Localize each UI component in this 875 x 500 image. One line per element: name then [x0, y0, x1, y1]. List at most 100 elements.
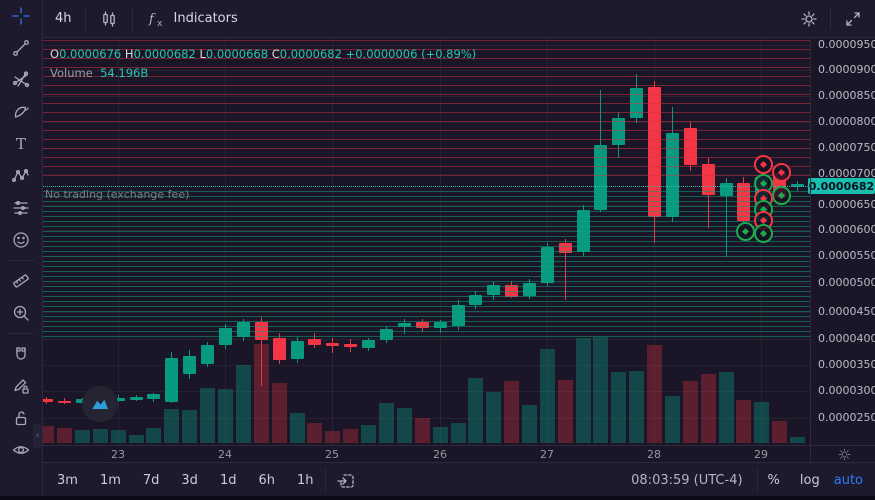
volume-bar [701, 374, 716, 443]
emoji-icon [13, 232, 29, 248]
volume-bar [325, 431, 340, 443]
tool-lock-all[interactable] [0, 402, 42, 434]
range-button-1d[interactable]: 1d [219, 472, 237, 488]
last-price-tag: 0.0000682 [808, 178, 875, 194]
sun-icon [838, 448, 850, 461]
time-axis-label: 28 [647, 448, 661, 461]
volume-bar [468, 378, 483, 443]
buy-order-line [42, 216, 810, 217]
trend-line-icon [13, 40, 29, 56]
candle-body [487, 285, 500, 296]
range-button-3m[interactable]: 3m [57, 472, 78, 488]
chart-style-button[interactable] [86, 0, 132, 37]
sidebar-collapse-handle[interactable]: ‹ [33, 424, 42, 448]
price-gridline [42, 418, 810, 419]
volume-bar [93, 429, 108, 443]
tool-xabcd-pattern[interactable] [0, 160, 42, 192]
candle-body [326, 342, 339, 347]
tool-forecast[interactable] [0, 192, 42, 224]
ohlc-legend: O0.0000676 H0.0000682 L0.0000668 C0.0000… [50, 47, 476, 61]
toolbar-divider [324, 469, 326, 491]
candle-body [630, 88, 643, 118]
volume-bar [254, 344, 269, 443]
price-axis-label: 0.0000550 [818, 249, 875, 262]
volume-bar [647, 345, 662, 443]
range-button-1h[interactable]: 1h [296, 472, 314, 488]
time-axis-label: 29 [754, 448, 768, 461]
chart-plot[interactable]: O0.0000676 H0.0000682 L0.0000668 C0.0000… [42, 37, 810, 445]
price-axis-label: 0.0000800 [818, 115, 875, 128]
volume-bar [200, 388, 215, 443]
volume-bar [736, 400, 751, 443]
buy-order-line [42, 331, 810, 332]
volume-bar [42, 426, 54, 443]
tool-trend-line[interactable] [0, 32, 42, 64]
sell-marker [753, 154, 773, 174]
time-axis-label: 25 [325, 448, 339, 461]
range-button-3d[interactable]: 3d [181, 472, 198, 488]
time-axis-label: 24 [218, 448, 232, 461]
sell-order-line [42, 112, 810, 113]
tool-brush[interactable] [0, 96, 42, 128]
fullscreen-button[interactable] [831, 0, 875, 37]
time-axis[interactable]: 23 24 25 26 27 28 29 [42, 445, 875, 463]
settings-button[interactable] [788, 0, 830, 37]
sell-order-line [42, 58, 810, 59]
buy-marker [735, 221, 755, 241]
price-gridline [42, 70, 810, 71]
range-button-7d[interactable]: 7d [142, 472, 160, 488]
tool-hide-all[interactable] [0, 434, 42, 466]
candle-body [58, 400, 71, 404]
candle-body [291, 340, 304, 360]
buy-order-line [42, 316, 810, 317]
tool-ruler[interactable] [0, 265, 42, 297]
buy-marker [771, 185, 791, 205]
tool-drawing-lock[interactable] [0, 370, 42, 402]
price-gridline [42, 283, 810, 284]
price-gridline [42, 45, 810, 46]
ruler-icon [13, 274, 29, 288]
clock[interactable]: 08:03:59 (UTC-4) [631, 472, 743, 488]
price-axis-label: 0.0000450 [818, 305, 875, 318]
candle-body [344, 344, 357, 347]
volume-bar [558, 380, 573, 443]
buy-order-line [42, 321, 810, 322]
range-button-6h[interactable]: 6h [258, 472, 275, 488]
candle-body [612, 117, 625, 145]
tool-text[interactable]: T [0, 128, 42, 160]
auto-scale-button[interactable]: auto [833, 472, 863, 488]
buy-order-line [42, 301, 810, 302]
volume-bar [307, 423, 322, 443]
order-diamond-icon [759, 179, 767, 187]
go-to-date-button[interactable] [336, 470, 356, 490]
tool-gann-fib[interactable] [0, 64, 42, 96]
buy-order-line [42, 336, 810, 337]
volume-bar [683, 381, 698, 443]
sell-order-line [42, 157, 810, 158]
price-axis[interactable]: 0.0000950 0.0000900 0.0000850 0.0000800 0.00… [808, 37, 875, 445]
tool-zoom-in[interactable] [0, 297, 42, 329]
candle-body [523, 282, 536, 296]
log-scale-button[interactable]: log [799, 472, 820, 488]
interval-button[interactable]: 4h [42, 0, 85, 37]
tool-crosshair[interactable] [0, 0, 42, 32]
drawing-toolbar: T [0, 0, 43, 500]
sell-order-line [42, 103, 810, 104]
volume-bar [361, 425, 376, 443]
candle-body [702, 164, 715, 195]
no-trading-label: No trading (exchange fee) [45, 188, 190, 201]
sell-marker [771, 162, 791, 182]
brush-icon [14, 106, 29, 118]
svg-text:x: x [157, 19, 163, 29]
range-button-1m[interactable]: 1m [99, 472, 121, 488]
tool-emoji[interactable] [0, 224, 42, 256]
buy-order-line [42, 231, 810, 232]
change-value: +0.0000006 (+0.89%) [345, 47, 477, 61]
volume-bar [593, 337, 608, 443]
tool-magnet[interactable] [0, 338, 42, 370]
theme-button[interactable] [829, 447, 859, 462]
volume-bar [343, 429, 358, 443]
percent-scale-button[interactable]: % [767, 472, 780, 488]
text-icon: T [16, 135, 26, 153]
